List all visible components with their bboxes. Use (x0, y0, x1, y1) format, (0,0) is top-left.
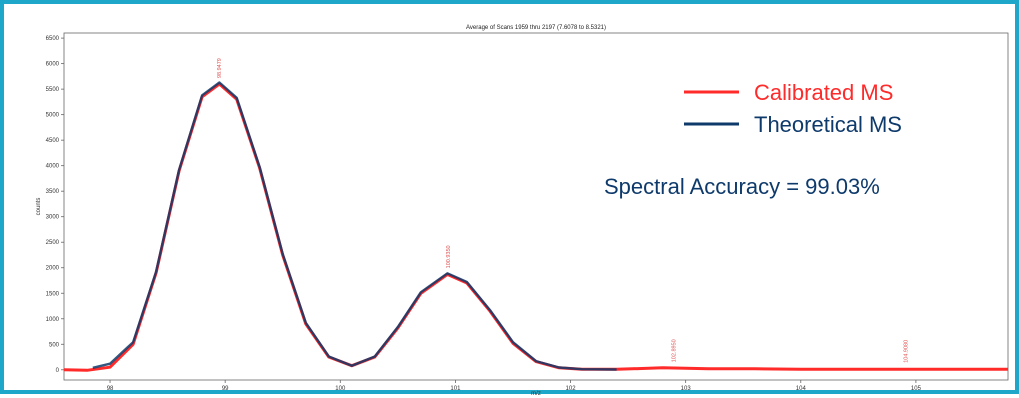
y-tick-label: 0 (56, 368, 60, 374)
x-tick-label: 105 (911, 386, 922, 392)
y-tick-label: 6500 (46, 36, 60, 42)
y-tick-label: 1000 (46, 317, 60, 323)
x-tick-label: 101 (450, 386, 461, 392)
peak-labels: 98.9479 100.9350 102.8950 104.9080 (217, 58, 909, 363)
peak-label: 102.8950 (672, 339, 678, 362)
legend-label-theoretical: Theoretical MS (754, 112, 902, 137)
x-axis: 98 99 100 101 102 103 104 105 (107, 380, 922, 392)
peak-label: 100.9350 (446, 245, 452, 268)
plot-area (63, 32, 1009, 381)
series-line-theoretical (92, 81, 617, 371)
x-tick-label: 102 (566, 386, 577, 392)
y-tick-label: 500 (49, 342, 60, 348)
legend: Calibrated MS Theoretical MS (684, 80, 902, 137)
x-tick-label: 99 (222, 386, 229, 392)
legend-label-calibrated: Calibrated MS (754, 80, 893, 105)
x-axis-title: m/z (531, 391, 541, 397)
x-tick-label: 104 (796, 386, 807, 392)
y-tick-label: 2500 (46, 240, 60, 246)
spectrum-chart: Average of Scans 1959 thru 2197 (7.6078 … (36, 25, 1009, 397)
y-tick-label: 6000 (46, 62, 60, 68)
x-tick-label: 100 (335, 386, 346, 392)
x-tick-label: 98 (107, 386, 114, 392)
series-layer (63, 81, 1008, 372)
peak-label: 98.9479 (217, 58, 223, 78)
y-axis: 0 500 1000 1500 2000 2500 3000 3500 4000 4500 5000… (46, 36, 64, 374)
peak-label: 104.9080 (903, 340, 909, 363)
y-tick-label: 3500 (46, 189, 60, 195)
plot-title: Average of Scans 1959 thru 2197 (7.6078 … (466, 25, 606, 31)
spectral-accuracy-annotation: Spectral Accuracy = 99.03% (604, 174, 880, 199)
y-tick-label: 4000 (46, 164, 60, 170)
y-axis-title: counts (36, 198, 42, 216)
y-tick-label: 1500 (46, 291, 60, 297)
x-tick-label: 103 (681, 386, 692, 392)
y-tick-label: 2000 (46, 266, 60, 272)
y-tick-label: 3000 (46, 215, 60, 221)
y-tick-label: 5000 (46, 113, 60, 119)
y-tick-label: 5500 (46, 87, 60, 93)
y-tick-label: 4500 (46, 138, 60, 144)
